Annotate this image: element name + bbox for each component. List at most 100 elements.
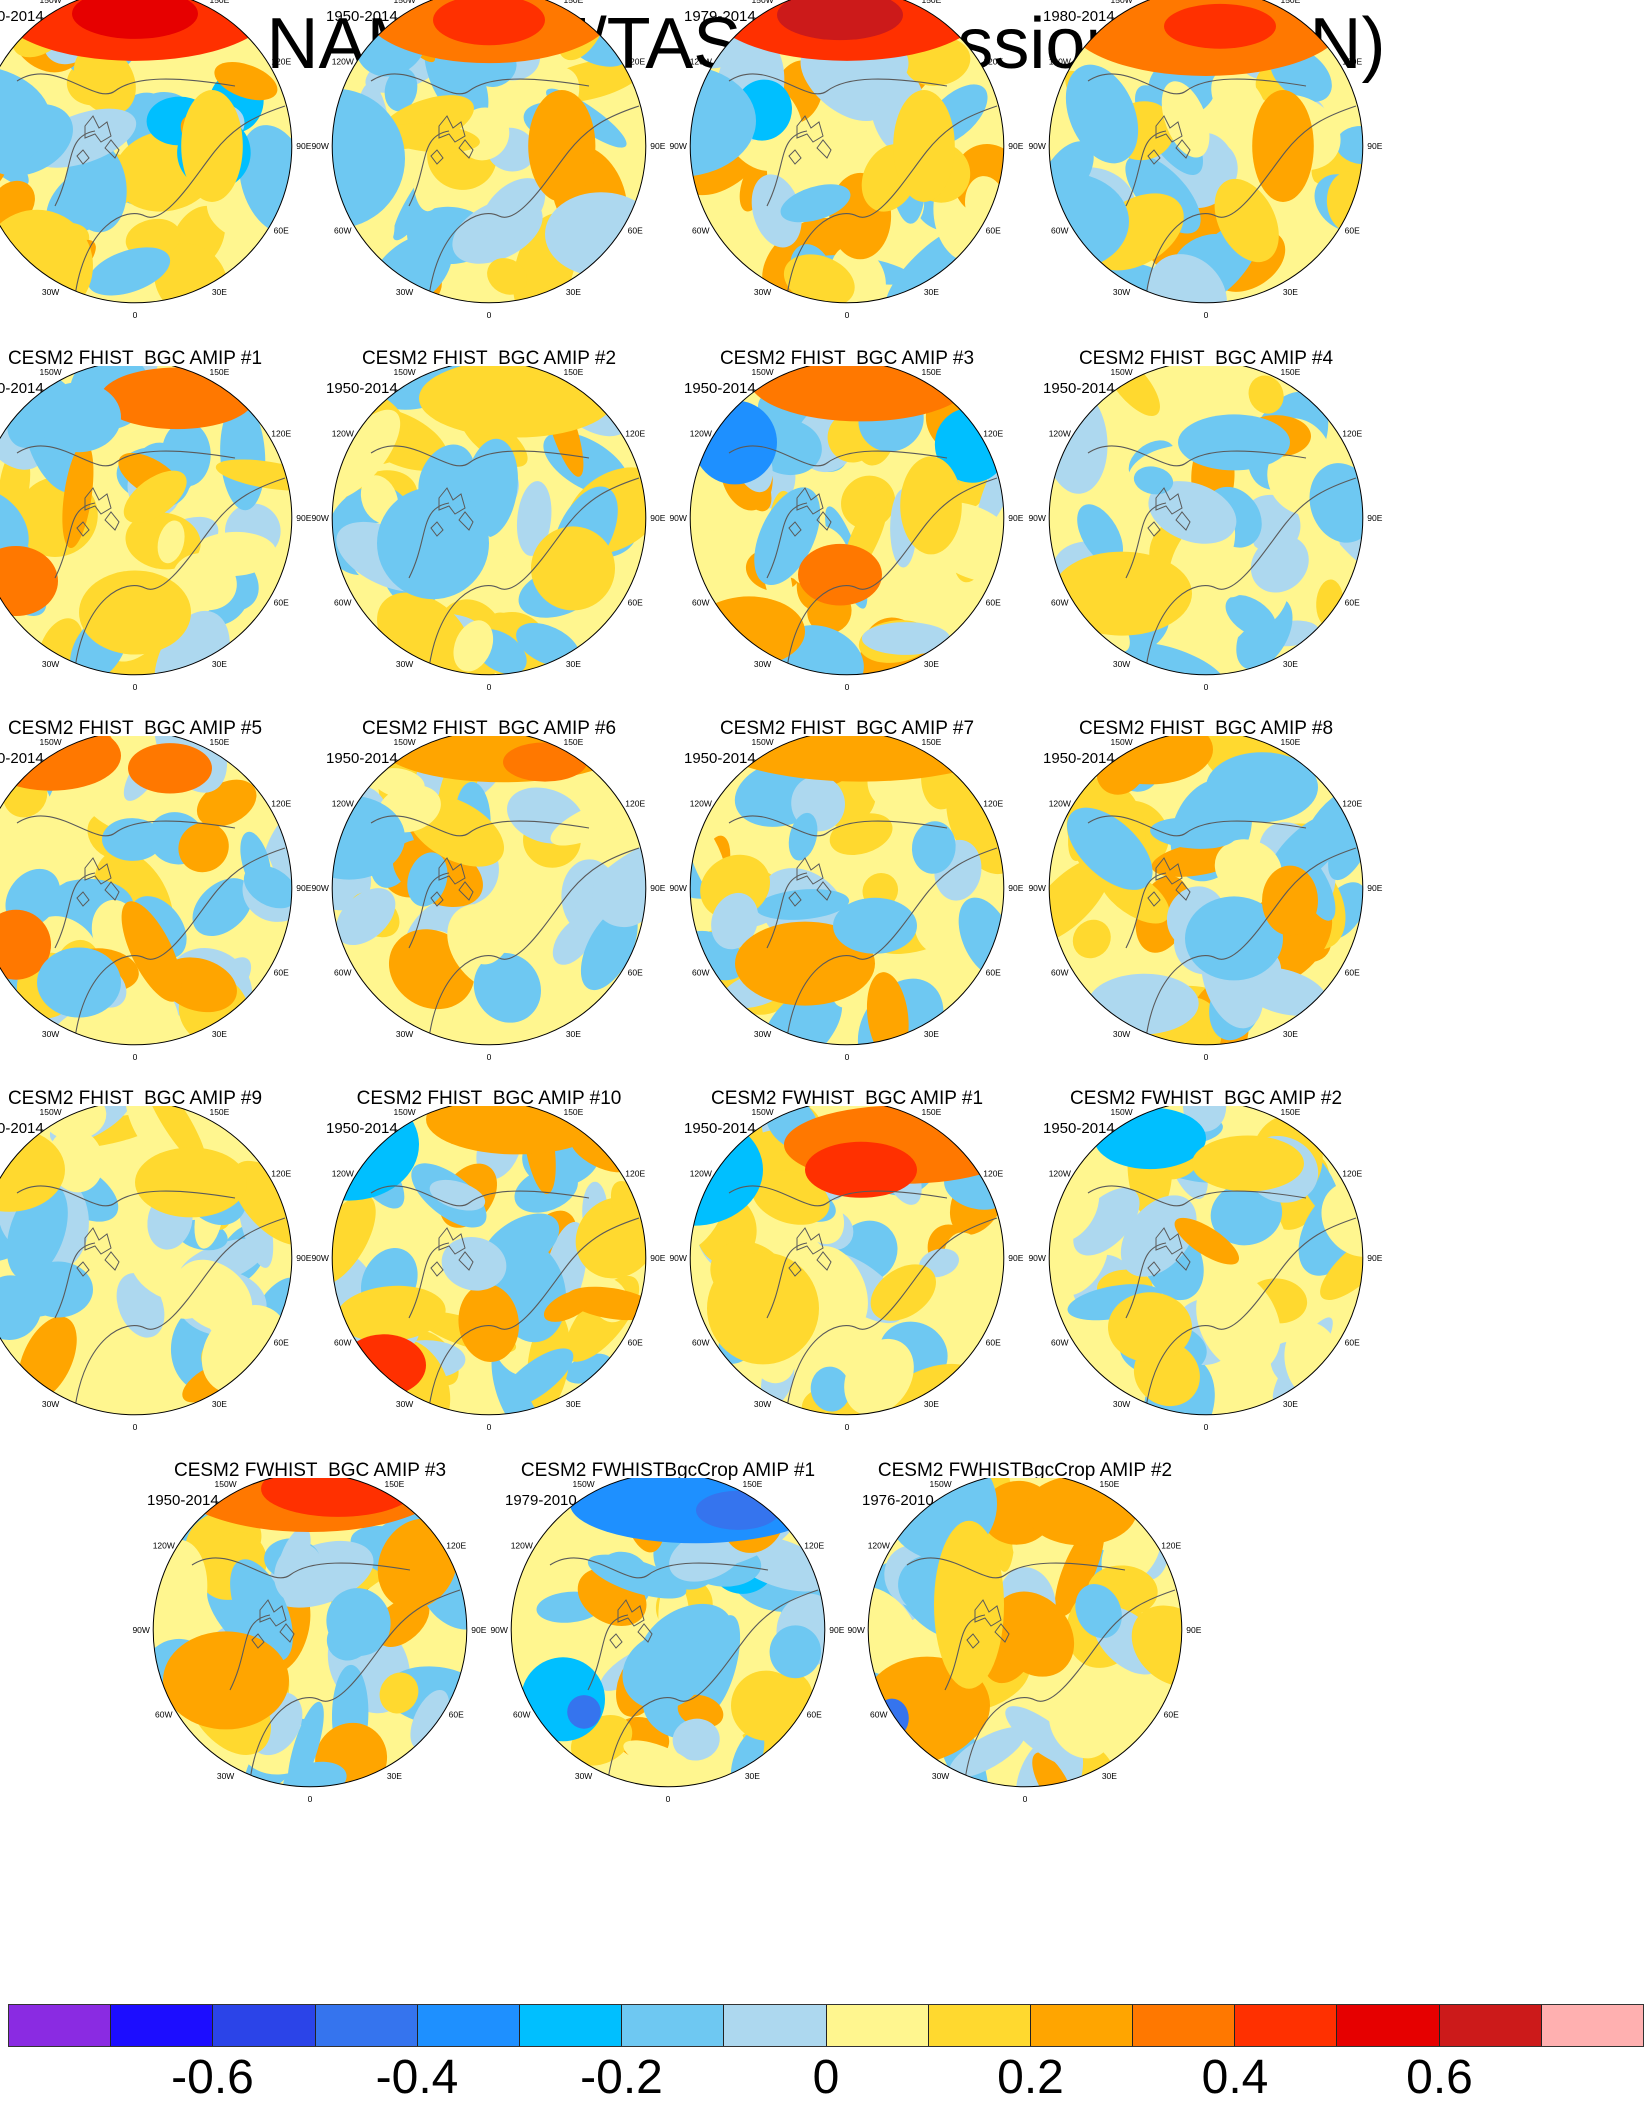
longitude-label: 30W <box>1113 1029 1130 1039</box>
field-anomaly <box>379 1672 419 1714</box>
longitude-label: 0 <box>487 1052 492 1062</box>
longitude-label: 120E <box>983 429 1003 439</box>
coastline <box>16 73 286 297</box>
longitude-label: 0 <box>845 310 850 320</box>
panel-title: CESM2 FHIST_BGC AMIP #1 <box>7 348 263 369</box>
field-anomaly <box>240 831 272 893</box>
longitude-label: 150W <box>393 1107 415 1117</box>
coastline-islands <box>609 1599 653 1649</box>
longitude-label: 150E <box>1280 367 1300 377</box>
coastline-islands <box>430 857 474 907</box>
field-anomaly <box>336 1285 446 1342</box>
panel-period: 1979-2014 <box>684 8 756 25</box>
field-anomaly <box>326 1588 391 1656</box>
field-anomaly <box>1328 805 1363 881</box>
longitude-label: 120E <box>625 57 645 67</box>
longitude-label: 30E <box>566 1399 581 1409</box>
field-anomaly <box>287 1701 324 1787</box>
field-anomaly <box>592 864 646 928</box>
longitude-label: 90E <box>650 883 665 893</box>
longitude-label: 30W <box>932 1771 949 1781</box>
field-anomaly-core <box>332 795 405 880</box>
longitude-label: 60E <box>628 1337 643 1347</box>
coastline-islands <box>788 115 832 165</box>
polar-map: 180150E120E90E60E30E030W60W90W120W150W <box>311 366 666 692</box>
longitude-label: 150W <box>1110 367 1132 377</box>
field-anomaly-core <box>128 743 212 794</box>
longitude-label: 30E <box>566 287 581 297</box>
field-anomaly <box>550 797 638 846</box>
map-border <box>331 736 647 1046</box>
longitude-label: 150W <box>214 1479 236 1489</box>
longitude-label: 150W <box>393 367 415 377</box>
coastline <box>16 445 286 669</box>
field-anomaly-core <box>693 400 777 485</box>
panel-period: 1950-2014 <box>326 1120 398 1137</box>
longitude-label: 0 <box>845 682 850 692</box>
longitude-label: 60E <box>628 967 643 977</box>
longitude-label: 30E <box>924 1029 939 1039</box>
field-anomaly <box>382 123 480 153</box>
longitude-label: 60E <box>986 1337 1001 1347</box>
map-border <box>0 1106 293 1416</box>
longitude-label: 120E <box>1161 1541 1181 1551</box>
longitude-label: 30E <box>212 659 227 669</box>
field-anomaly <box>1148 481 1237 544</box>
field-anomaly <box>0 489 29 566</box>
panel-period: 1950-2014 <box>1043 380 1115 397</box>
longitude-label: 120E <box>1342 1169 1362 1179</box>
longitude-label: 150W <box>751 737 773 747</box>
longitude-label: 90W <box>669 513 686 523</box>
coastline <box>906 1557 1176 1781</box>
longitude-label: 30W <box>754 1029 771 1039</box>
colorbar-tick-label: 0.4 <box>1201 2051 1269 2104</box>
colorbar: -0.6 -0.4 -0.2 0 0.2 0.4 0.6 <box>8 2004 1644 2104</box>
field-anomaly <box>623 1740 696 1777</box>
panel-period: 1980-2014 <box>1043 8 1115 25</box>
field-anomaly-core <box>1252 90 1314 202</box>
field-anomaly <box>870 1264 936 1321</box>
longitude-label: 120W <box>1049 1169 1071 1179</box>
field-anomaly <box>1210 1182 1283 1246</box>
longitude-label: 120E <box>1342 799 1362 809</box>
colorbar-swatch <box>724 2005 827 2046</box>
field-anomaly-core <box>1052 551 1192 636</box>
colorbar-swatch <box>1030 2005 1134 2046</box>
longitude-label: 90E <box>1008 883 1023 893</box>
longitude-label: 150E <box>209 367 229 377</box>
longitude-label: 90W <box>311 141 328 151</box>
colorbar-swatch <box>519 2005 623 2046</box>
field-anomaly <box>499 1348 574 1408</box>
field-anomaly <box>121 901 183 1002</box>
panel-period: 1950-2014 <box>684 380 756 397</box>
field-anomaly-core <box>1108 1292 1192 1363</box>
map-border <box>867 1478 1183 1788</box>
field-anomaly <box>1248 375 1284 414</box>
longitude-label: 120E <box>1342 57 1362 67</box>
longitude-label: 150W <box>393 0 415 5</box>
field-anomaly-core <box>135 1147 247 1218</box>
panel-period: 1950-2014 <box>1043 750 1115 767</box>
coastline <box>549 1557 819 1781</box>
longitude-label: 90E <box>650 141 665 151</box>
field-anomaly <box>1054 1521 1105 1617</box>
longitude-label: 150E <box>209 0 229 5</box>
map-border <box>1048 1106 1364 1416</box>
map-panel: CESM2 FHIST_BGC AMIP #41950-2014180150E1… <box>1028 348 1384 708</box>
field-anomaly <box>62 442 94 549</box>
longitude-label: 90W <box>311 1253 328 1263</box>
coastline-islands <box>430 115 474 165</box>
map-panel: CESM2 FHIST_BGC AMIP #61950-2014180150E1… <box>311 718 667 1078</box>
coastline <box>370 1185 640 1409</box>
longitude-label: 60E <box>986 597 1001 607</box>
longitude-label: 60E <box>628 597 643 607</box>
field-anomaly <box>332 1194 376 1286</box>
colorbar-swatch <box>315 2005 418 2046</box>
panel-title: CESM2 FWHISTBgcCrop AMIP #2 <box>877 1460 1173 1481</box>
field-anomaly <box>1189 370 1259 426</box>
field-anomaly <box>1174 1217 1240 1265</box>
polar-map: 180150E120E90E60E30E030W60W90W120W150W <box>311 0 666 320</box>
longitude-label: 120E <box>983 799 1003 809</box>
map-border <box>331 0 647 304</box>
panel-period: 1950-2014 <box>326 8 398 25</box>
